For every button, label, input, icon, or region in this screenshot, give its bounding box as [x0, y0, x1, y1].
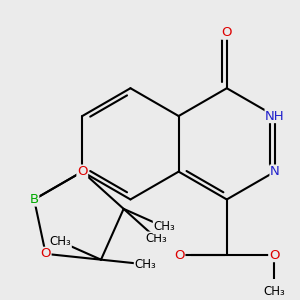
Text: NH: NH	[265, 110, 285, 122]
Text: O: O	[221, 26, 232, 39]
Text: CH₃: CH₃	[263, 285, 285, 298]
Text: CH₃: CH₃	[146, 232, 168, 245]
Text: B: B	[30, 193, 39, 206]
Text: CH₃: CH₃	[50, 235, 71, 248]
Text: O: O	[77, 165, 88, 178]
Text: O: O	[269, 249, 279, 262]
Text: O: O	[174, 249, 185, 262]
Text: N: N	[270, 165, 280, 178]
Text: O: O	[40, 248, 51, 260]
Text: CH₃: CH₃	[153, 220, 175, 233]
Text: CH₃: CH₃	[134, 258, 156, 271]
